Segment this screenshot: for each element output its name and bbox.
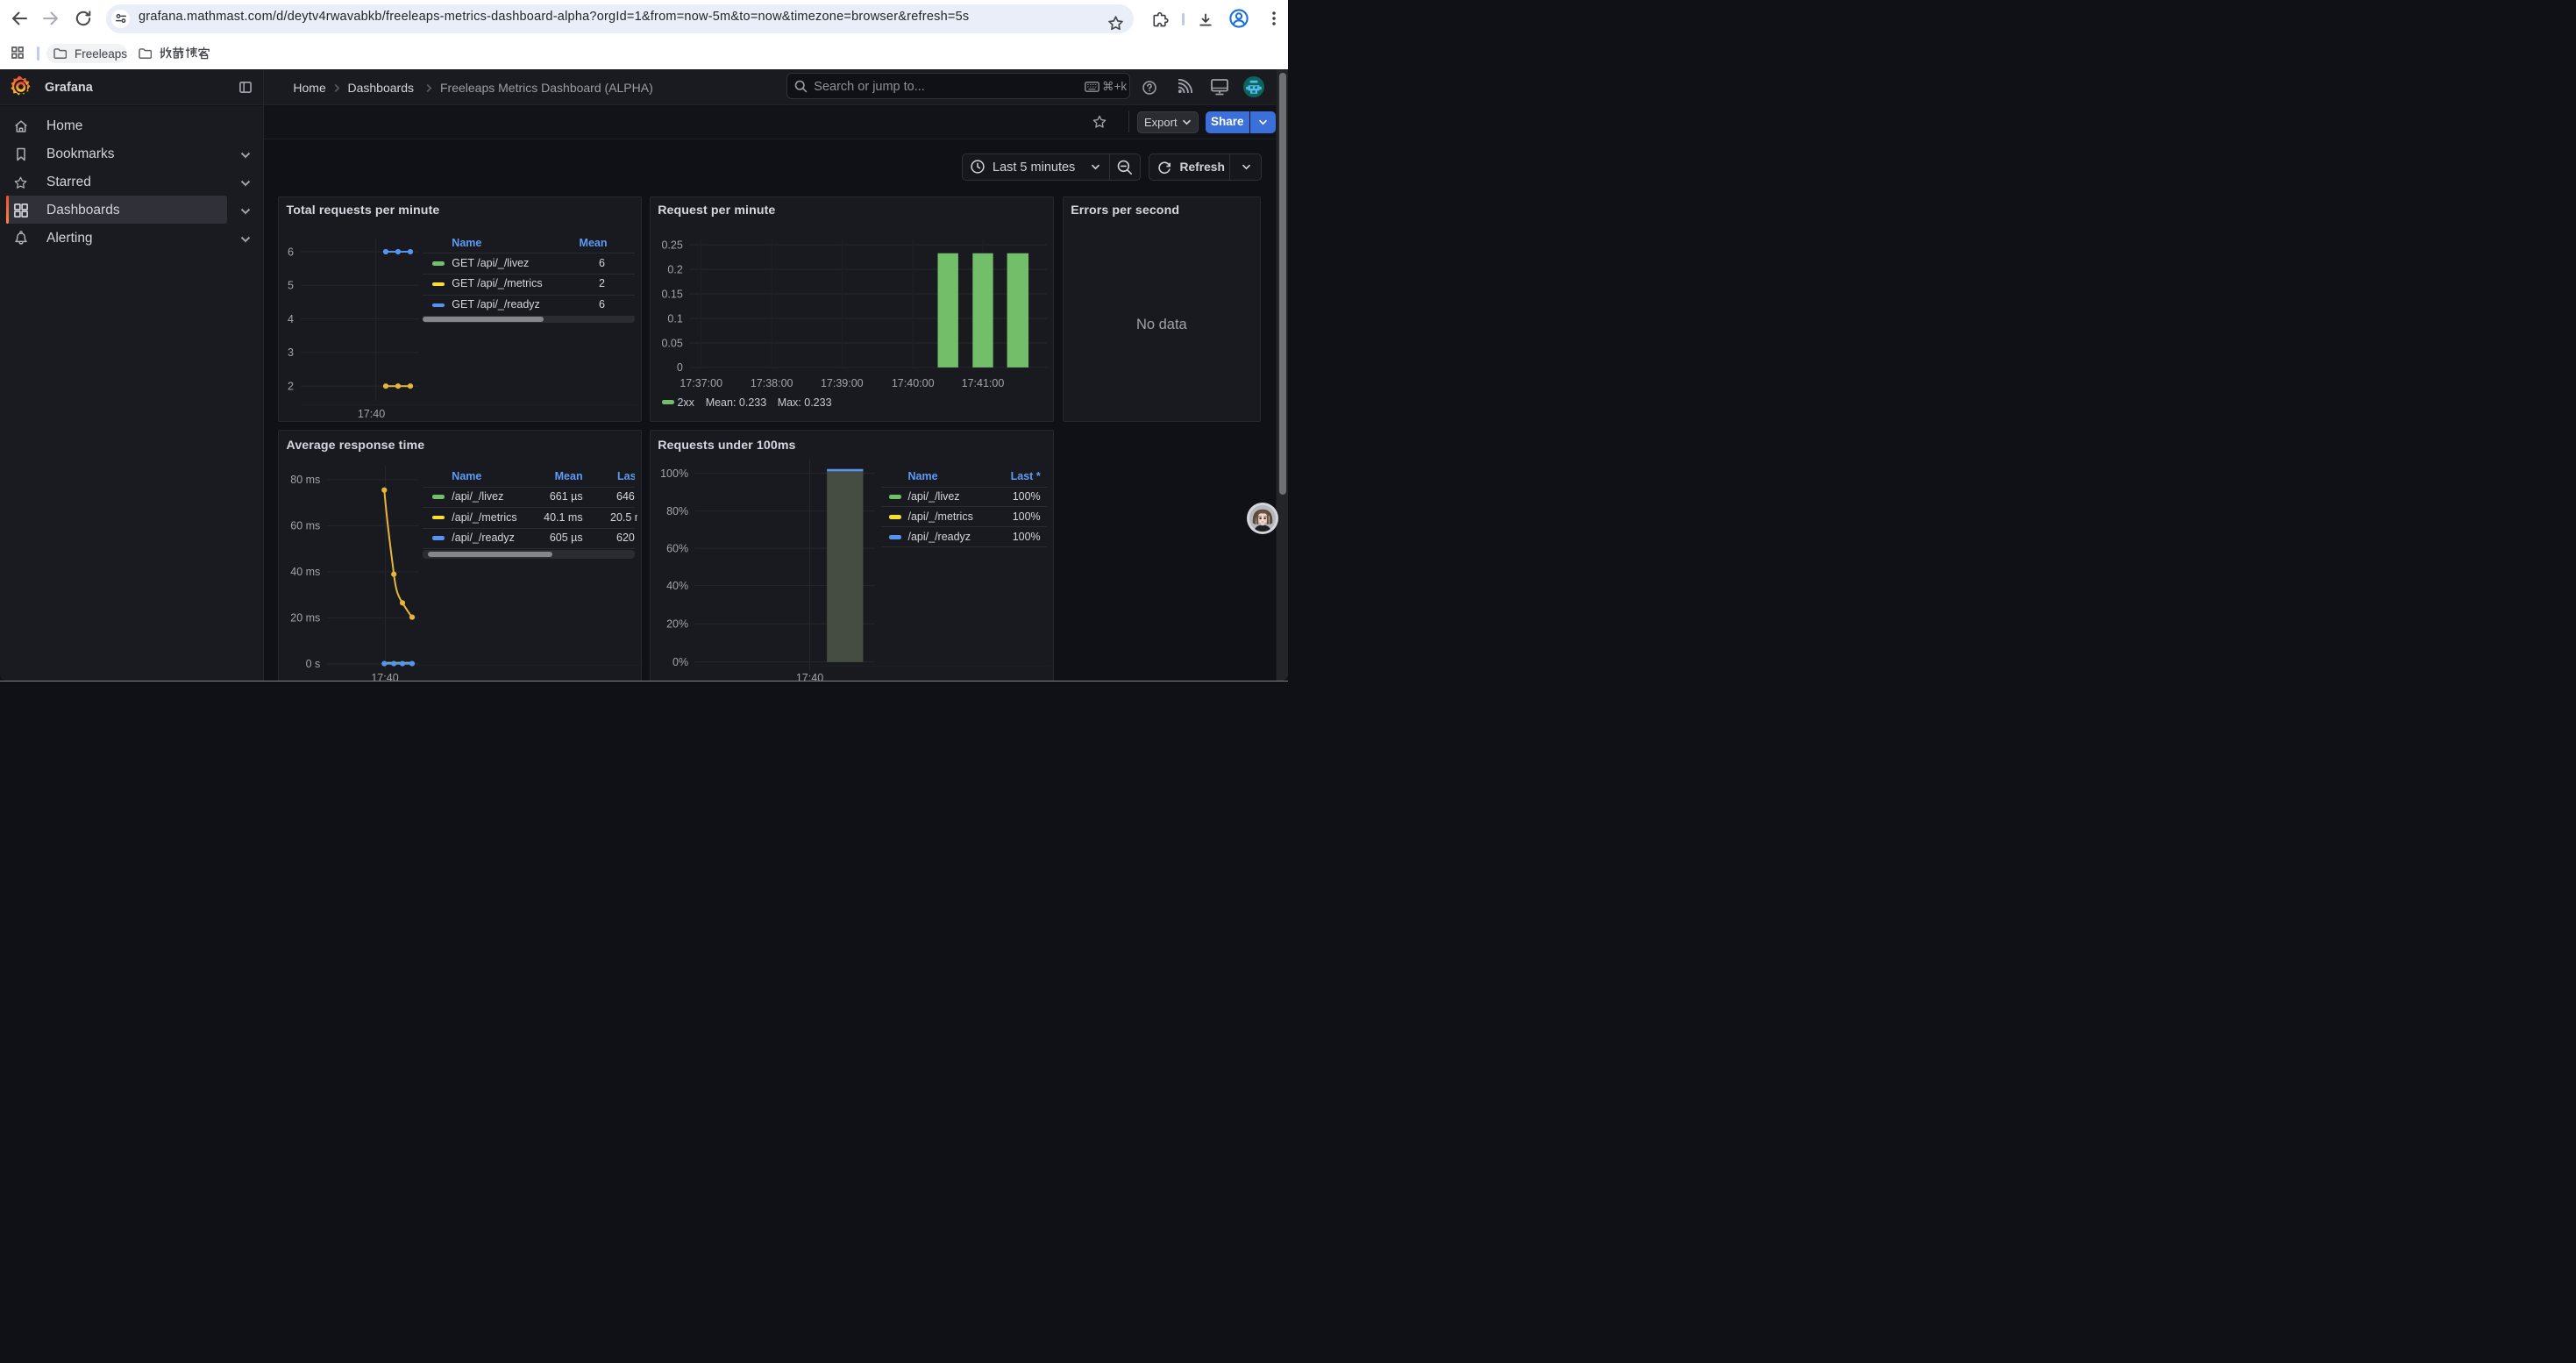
svg-text:17:40: 17:40	[358, 408, 385, 420]
svg-text:40%: 40%	[666, 580, 688, 592]
svg-text:6: 6	[288, 246, 294, 258]
svg-text:80%: 80%	[666, 505, 688, 517]
svg-text:0.05: 0.05	[661, 337, 682, 349]
svg-text:17:40: 17:40	[796, 671, 823, 680]
svg-text:0.15: 0.15	[661, 288, 682, 300]
svg-text:17:37:00: 17:37:00	[680, 377, 722, 389]
svg-text:20 ms: 20 ms	[290, 611, 320, 624]
svg-text:0 s: 0 s	[306, 658, 321, 670]
svg-text:60 ms: 60 ms	[290, 519, 320, 532]
svg-text:17:40:00: 17:40:00	[892, 377, 935, 389]
svg-text:60%: 60%	[666, 542, 688, 554]
svg-text:20%: 20%	[666, 617, 688, 630]
svg-text:17:38:00: 17:38:00	[751, 377, 793, 389]
svg-text:100%: 100%	[660, 467, 688, 480]
svg-text:0: 0	[677, 361, 683, 374]
svg-text:0.1: 0.1	[667, 312, 682, 325]
svg-text:80 ms: 80 ms	[290, 474, 320, 486]
svg-text:17:41:00: 17:41:00	[961, 377, 1004, 389]
svg-text:0.25: 0.25	[661, 239, 682, 251]
svg-text:17:39:00: 17:39:00	[821, 377, 864, 389]
svg-text:17:40: 17:40	[371, 671, 398, 680]
svg-text:3: 3	[288, 346, 294, 359]
svg-text:5: 5	[288, 279, 294, 291]
svg-text:4: 4	[288, 312, 294, 325]
svg-text:0%: 0%	[672, 656, 688, 668]
svg-text:40 ms: 40 ms	[290, 566, 320, 578]
svg-text:2: 2	[288, 380, 294, 392]
svg-text:0.2: 0.2	[667, 263, 682, 275]
